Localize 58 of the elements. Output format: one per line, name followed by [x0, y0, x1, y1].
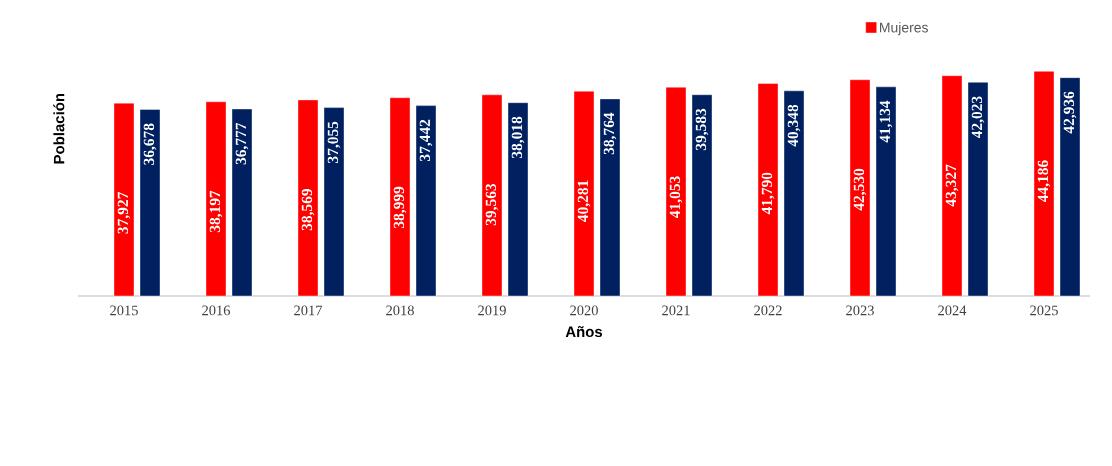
x-tick-label: 2020: [570, 305, 598, 316]
bar: [757, 83, 779, 297]
bar: [599, 98, 621, 297]
x-axis-title: Años: [565, 326, 603, 338]
data-label: 38,764: [603, 112, 617, 155]
data-label: 41,053: [669, 176, 683, 219]
bar: [113, 102, 135, 297]
x-tick-label: 2025: [1030, 305, 1058, 316]
data-label: 42,936: [1063, 91, 1077, 134]
bar: [415, 105, 437, 297]
data-label: 43,327: [945, 164, 959, 207]
bar: [783, 90, 805, 297]
bar: [573, 90, 595, 297]
x-tick-label: 2022: [754, 305, 782, 316]
data-label: 44,186: [1037, 160, 1051, 203]
data-label: 36,678: [143, 123, 157, 165]
data-label: 37,442: [419, 119, 433, 162]
data-label: 37,055: [327, 121, 341, 163]
data-label: 36,777: [235, 122, 249, 165]
x-tick-label: 2023: [846, 305, 874, 316]
data-label: 41,134: [879, 100, 893, 143]
data-label: 37,927: [117, 192, 131, 234]
bar: [967, 82, 989, 297]
data-label: 39,563: [485, 183, 499, 226]
legend-label: Mujeres: [880, 22, 928, 36]
x-tick-label: 2024: [938, 305, 967, 316]
x-tick-label: 2017: [294, 305, 323, 316]
bar: [875, 86, 897, 297]
bar: [1059, 77, 1081, 297]
bar: [507, 102, 529, 297]
x-tick-label: 2019: [478, 305, 506, 316]
x-tick-label: 2016: [202, 305, 231, 316]
bar: [941, 75, 963, 297]
data-label: 38,999: [393, 186, 407, 229]
x-tick-label: 2018: [386, 305, 414, 316]
y-axis-title: Población: [53, 93, 65, 164]
x-tick-label: 2021: [662, 305, 690, 316]
data-label: 42,023: [971, 96, 985, 139]
data-label: 40,281: [577, 180, 591, 222]
data-label: 41,790: [761, 172, 775, 215]
data-label: 39,583: [695, 108, 709, 151]
data-label: 40,348: [787, 104, 801, 147]
bar: [1033, 71, 1055, 297]
bar: [323, 107, 345, 297]
bar: [139, 109, 161, 297]
data-label: 38,197: [209, 190, 223, 233]
bar: [691, 94, 713, 297]
bar: [481, 94, 503, 297]
bar: [231, 108, 253, 297]
data-label: 38,018: [511, 116, 525, 159]
x-tick-label: 2015: [110, 305, 138, 316]
bar: [297, 99, 319, 297]
bar: [665, 87, 687, 297]
bar: [389, 97, 411, 297]
bar: [849, 79, 871, 297]
data-label: 42,530: [853, 168, 867, 211]
data-label: 38,569: [301, 188, 315, 231]
bar: [205, 101, 227, 297]
